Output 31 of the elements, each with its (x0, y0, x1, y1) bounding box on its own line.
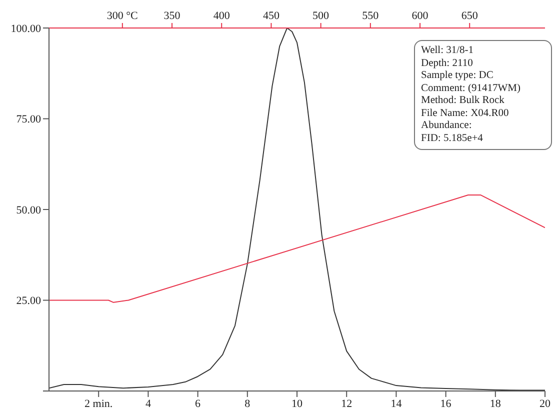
x2-tick-label: 400 (213, 10, 230, 22)
x-tick-label: 12 (341, 398, 352, 410)
x2-tick-label: 300 °C (106, 10, 138, 22)
line-series (49, 194, 545, 303)
x-tick-label: 18 (490, 398, 502, 410)
x-tick-label: 2 min. (84, 398, 113, 410)
x2-tick-label: 450 (262, 10, 280, 22)
annotation: File Name: X04.R00 (421, 108, 510, 120)
x2-tick-label: 600 (412, 10, 429, 22)
x2-tick-label: 500 (312, 10, 330, 22)
x-tick-label: 20 (540, 398, 551, 410)
y-tick-label: 75.00 (16, 114, 42, 126)
annotation: Comment: (91417WM) (421, 82, 522, 95)
y-tick-label: 100.00 (10, 22, 42, 35)
x-tick-label: 4 (145, 398, 152, 410)
x-tick-label: 10 (292, 398, 303, 410)
y-tick-label: 25.00 (16, 295, 42, 308)
annotation: Well: 31/8-1 (421, 45, 475, 58)
annotation: FID: 5.185e+4 (421, 132, 484, 145)
annotation: Sample type: DC (421, 70, 494, 82)
x-tick-label: 6 (195, 398, 202, 410)
annotation: Abundance: (421, 120, 473, 132)
x2-tick-label: 550 (362, 10, 380, 22)
y-tick-label: 50.00 (16, 204, 42, 216)
x-tick-label: 16 (440, 398, 452, 410)
annotation: Depth: 2110 (421, 58, 474, 70)
x2-tick-label: 350 (164, 10, 181, 22)
annotation: Method: Bulk Rock (421, 95, 506, 108)
x2-tick-label: 650 (461, 10, 478, 22)
x-tick-label: 14 (390, 398, 402, 410)
x-tick-label: 8 (244, 398, 251, 410)
